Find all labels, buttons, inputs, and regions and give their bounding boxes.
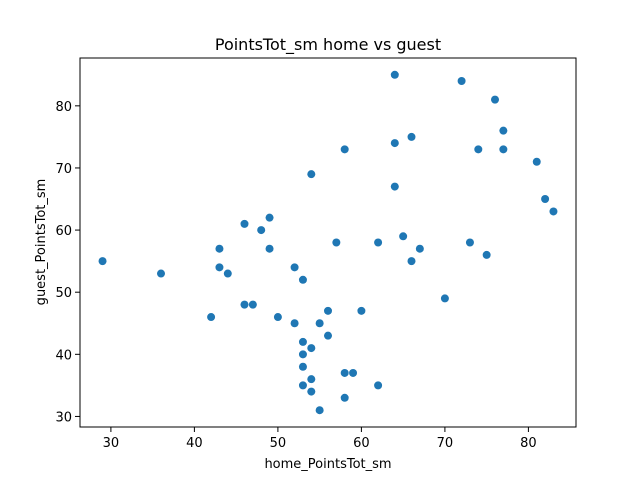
scatter-point	[457, 76, 466, 85]
scatter-point	[298, 381, 307, 390]
scatter-point	[215, 263, 224, 272]
scatter-point	[240, 219, 249, 228]
scatter-point	[549, 207, 558, 216]
scatter-point	[474, 145, 483, 154]
scatter-point	[407, 132, 416, 141]
scatter-point	[257, 226, 266, 235]
scatter-point	[407, 257, 416, 266]
y-tick-label: 50	[55, 286, 72, 301]
y-axis-ticks: 30 40 50 60 70 80	[55, 100, 80, 425]
scatter-point	[265, 213, 274, 222]
x-tick-label: 80	[520, 436, 537, 451]
scatter-point	[248, 300, 257, 309]
scatter-point	[349, 368, 358, 377]
scatter-point	[307, 344, 316, 353]
scatter-point	[307, 170, 316, 179]
scatter-point	[390, 182, 399, 191]
scatter-point	[340, 393, 349, 402]
scatter-point	[98, 257, 107, 266]
scatter-point	[307, 375, 316, 384]
y-tick-label: 40	[55, 348, 72, 363]
x-tick-label: 40	[186, 436, 203, 451]
scatter-point	[532, 157, 541, 166]
y-tick-label: 60	[55, 224, 72, 239]
scatter-point	[340, 368, 349, 377]
scatter-point	[491, 95, 500, 104]
scatter-point	[324, 331, 332, 340]
y-tick-label: 80	[55, 100, 72, 115]
scatter-point	[499, 126, 508, 135]
scatter-point	[482, 250, 491, 259]
x-axis-ticks: 30 40 50 60 70 80	[103, 427, 537, 451]
scatter-point	[374, 381, 383, 390]
x-tick-label: 70	[437, 436, 454, 451]
scatter-point	[298, 275, 307, 284]
scatter-point	[415, 244, 424, 253]
scatter-point	[156, 269, 165, 278]
scatter-point	[265, 244, 274, 253]
scatter-point	[390, 139, 399, 148]
scatter-point	[357, 306, 366, 315]
x-tick-label: 60	[353, 436, 370, 451]
scatter-point	[290, 319, 299, 328]
y-tick-label: 30	[55, 410, 72, 425]
scatter-point	[440, 294, 449, 303]
scatter-point	[215, 244, 224, 253]
scatter-point	[298, 362, 307, 371]
scatter-point	[390, 70, 399, 79]
scatter-point	[298, 350, 307, 359]
scatter-point	[324, 306, 332, 315]
scatter-point	[541, 195, 550, 204]
scatter-point	[273, 313, 282, 322]
scatter-point	[298, 337, 307, 346]
scatter-point	[465, 238, 474, 247]
x-tick-label: 50	[270, 436, 287, 451]
scatter-point	[374, 238, 383, 247]
scatter-point	[340, 145, 349, 154]
points-layer	[98, 70, 558, 415]
x-axis-title: home_PointsTot_sm	[264, 457, 391, 472]
y-tick-label: 70	[55, 162, 72, 177]
scatter-point	[315, 406, 324, 415]
scatter-point	[290, 263, 299, 272]
scatter-point	[499, 145, 508, 154]
scatter-point	[332, 238, 341, 247]
chart-title: PointsTot_sm home vs guest	[215, 35, 441, 55]
scatter-point	[315, 319, 324, 328]
plot-area-frame	[79, 57, 577, 428]
x-tick-label: 30	[103, 436, 120, 451]
scatter-point	[207, 313, 216, 322]
scatter-point	[240, 300, 249, 309]
scatter-point	[223, 269, 232, 278]
scatter-point	[307, 387, 316, 396]
y-axis-title: guest_PointsTot_sm	[34, 179, 49, 306]
scatter-point	[399, 232, 408, 241]
